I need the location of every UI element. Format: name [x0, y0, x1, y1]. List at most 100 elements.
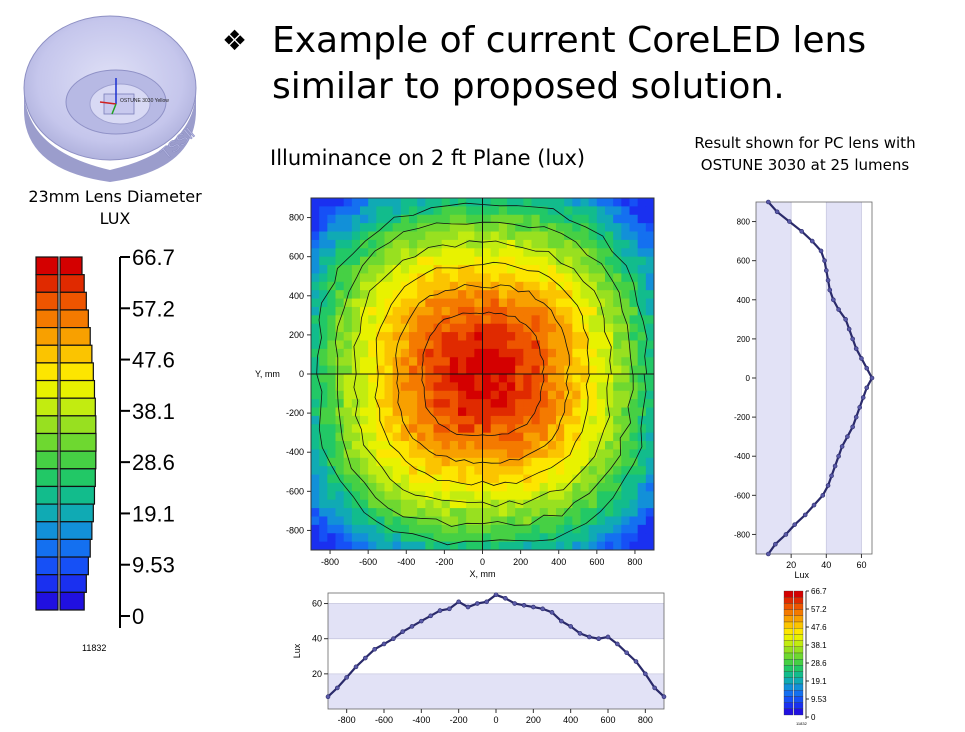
legend-swatch [35, 450, 59, 470]
heatmap-cell [400, 223, 410, 232]
y-tick-label: -800 [286, 525, 304, 535]
heatmap-cell [384, 281, 394, 291]
heatmap-cell [449, 223, 459, 232]
heatmap-cell [605, 223, 614, 232]
heatmap-cell [335, 374, 345, 383]
lux-legend-large: 66.7 57.2 47.6 38.1 28.6 19.1 9.53 0 11832 [20, 245, 220, 665]
heatmap-cell [564, 256, 573, 266]
heatmap-cell [311, 348, 320, 358]
heatmap-cell [490, 466, 500, 475]
heatmap-cell [613, 248, 622, 258]
heatmap-cell [507, 323, 516, 333]
heatmap-cell [335, 256, 345, 266]
heatmap-cell [572, 290, 581, 299]
legend-swatch [35, 379, 59, 399]
heatmap-cell [531, 424, 541, 434]
heatmap-cell [441, 357, 451, 367]
x-tick-label: -200 [450, 715, 468, 725]
heatmap-cell [523, 491, 532, 501]
heatmap-cell [400, 256, 410, 266]
heatmap-cell [319, 482, 328, 492]
heatmap-cell [458, 281, 467, 291]
heatmap-cell [588, 466, 598, 475]
heatmap-cell [466, 424, 475, 434]
heatmap-cell [441, 374, 451, 383]
heatmap-cell [547, 265, 557, 274]
lens-image: OSTUNE 3030 Yellow TSSⅡ [16, 10, 204, 185]
heatmap-cell [564, 399, 573, 408]
legend-swatch [35, 326, 59, 346]
heatmap-cell [425, 281, 434, 291]
heatmap-cell [613, 457, 622, 467]
heatmap-cell [319, 206, 328, 216]
heatmap-cell [507, 432, 516, 442]
heatmap-cell [539, 382, 549, 392]
heatmap-cell [360, 256, 369, 266]
heatmap-cell [360, 198, 369, 207]
heatmap-cell [360, 382, 369, 392]
heatmap-cell [605, 482, 614, 492]
heatmap-cell [490, 399, 500, 408]
heatmap-cell [572, 415, 581, 425]
heatmap-cell [449, 407, 459, 417]
heatmap-cell [645, 424, 655, 434]
legend-swatch [35, 538, 59, 558]
legend-swatch [793, 590, 804, 598]
heatmap-cell [605, 357, 614, 367]
heatmap-cell [458, 390, 467, 400]
heatmap-cell [637, 524, 647, 534]
heatmap-cell [596, 315, 606, 325]
heatmap-cell [498, 482, 508, 492]
heatmap-cell [425, 365, 434, 375]
profile-point [568, 624, 573, 629]
heatmap-cell [531, 214, 541, 224]
heatmap-cell [400, 441, 410, 450]
heatmap-cell [458, 315, 467, 325]
heatmap-cell [621, 332, 630, 341]
heatmap-cell [613, 499, 622, 509]
heatmap-cell [645, 541, 655, 551]
heatmap-cell [368, 541, 377, 551]
heatmap-cell [433, 474, 443, 484]
heatmap-cell [547, 374, 557, 383]
heatmap-cell [400, 508, 410, 517]
heatmap-cell [376, 315, 385, 325]
heatmap-cell [327, 516, 336, 526]
heatmap-cell [384, 298, 394, 308]
legend-swatch [35, 591, 59, 611]
heatmap-cell [368, 466, 377, 475]
heatmap-cell [449, 298, 459, 308]
heatmap-cell [556, 306, 565, 316]
heatmap-cell [621, 474, 630, 484]
heatmap-cell [392, 499, 402, 509]
heatmap-cells [311, 198, 655, 551]
heatmap-cell [637, 340, 647, 350]
heatmap-cell [368, 298, 377, 308]
heatmap-cell [539, 223, 549, 232]
heatmap-cell [351, 457, 361, 467]
heatmap-cell [637, 457, 647, 467]
heatmap-cell [588, 198, 598, 207]
heatmap-cell [392, 315, 402, 325]
heatmap-cell [613, 424, 622, 434]
y-tick-label: 200 [737, 335, 751, 344]
heatmap-cell [319, 365, 328, 375]
heatmap-cell [441, 306, 451, 316]
heatmap-cell [458, 348, 467, 358]
heatmap-cell [621, 357, 630, 367]
heatmap-cell [629, 332, 639, 341]
heatmap-cell [515, 281, 524, 291]
profile-point [419, 618, 424, 624]
heatmap-cell [588, 382, 598, 392]
heatmap-cell [458, 516, 467, 526]
heatmap-cell [645, 348, 655, 358]
heatmap-cell [645, 365, 655, 375]
heatmap-cell [425, 323, 434, 333]
heatmap-cell [319, 273, 328, 283]
heatmap-cell [474, 315, 483, 325]
heatmap-cell [368, 290, 377, 299]
heatmap-cell [531, 365, 541, 375]
legend-swatch [783, 646, 794, 654]
heatmap-cell [523, 449, 532, 459]
heatmap-cell [311, 533, 320, 543]
